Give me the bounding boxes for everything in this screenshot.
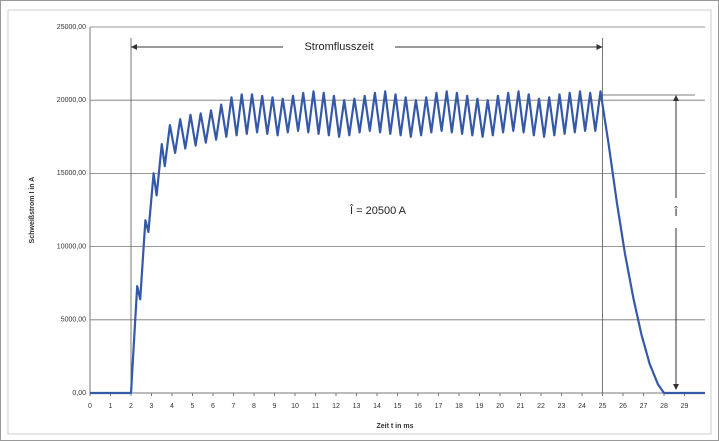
x-tick-label: 28 bbox=[660, 403, 668, 410]
x-tick-label: 4 bbox=[170, 403, 174, 410]
x-tick-label: 3 bbox=[150, 403, 154, 410]
x-tick-label: 17 bbox=[435, 403, 443, 410]
x-tick-label: 15 bbox=[394, 403, 402, 410]
x-tick-label: 14 bbox=[373, 403, 381, 410]
annotation: Î = 20500 A bbox=[349, 204, 407, 217]
x-tick-label: 7 bbox=[232, 403, 236, 410]
x-tick-label: 1 bbox=[109, 403, 113, 410]
y-tick-label: 5000,00 bbox=[61, 317, 86, 324]
annotation: Î bbox=[673, 206, 678, 219]
x-tick-label: 2 bbox=[129, 403, 133, 410]
x-tick-label: 29 bbox=[681, 403, 689, 410]
x-axis-label: Zeit t in ms bbox=[377, 423, 414, 430]
x-tick-label: 19 bbox=[476, 403, 484, 410]
x-tick-label: 0 bbox=[88, 403, 92, 410]
plot-frame bbox=[7, 9, 712, 435]
x-tick-label: 11 bbox=[312, 403, 319, 410]
x-tick-label: 10 bbox=[291, 403, 299, 410]
x-tick-label: 21 bbox=[517, 403, 525, 410]
x-tick-label: 13 bbox=[353, 403, 361, 410]
y-tick-label: 20000,00 bbox=[57, 97, 86, 104]
y-tick-label: 15000,00 bbox=[57, 170, 86, 177]
x-tick-label: 8 bbox=[252, 403, 256, 410]
x-tick-label: 25 bbox=[599, 403, 607, 410]
annotation: Stromflusszeit bbox=[304, 41, 373, 53]
y-tick-label: 0,00 bbox=[72, 390, 86, 397]
x-tick-label: 20 bbox=[496, 403, 504, 410]
x-tick-label: 9 bbox=[273, 403, 277, 410]
x-tick-label: 23 bbox=[558, 403, 566, 410]
y-axis-label: Schweißstrom I in A bbox=[29, 177, 36, 244]
x-tick-label: 18 bbox=[455, 403, 463, 410]
x-tick-label: 22 bbox=[537, 403, 545, 410]
x-tick-label: 16 bbox=[414, 403, 422, 410]
x-tick-label: 24 bbox=[578, 403, 586, 410]
y-tick-label: 10000,00 bbox=[57, 243, 86, 250]
x-tick-label: 26 bbox=[619, 403, 627, 410]
y-tick-label: 25000,00 bbox=[57, 24, 86, 31]
x-tick-label: 27 bbox=[640, 403, 648, 410]
x-tick-label: 12 bbox=[332, 403, 340, 410]
x-tick-label: 6 bbox=[211, 403, 215, 410]
data-line bbox=[90, 90, 705, 395]
x-tick-label: 5 bbox=[191, 403, 195, 410]
